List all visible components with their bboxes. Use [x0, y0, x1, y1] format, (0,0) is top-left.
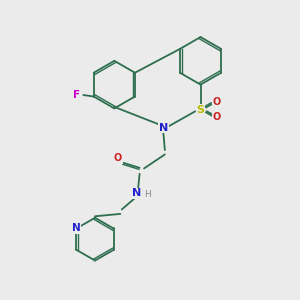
Text: N: N [72, 224, 81, 233]
Text: H: H [144, 190, 150, 199]
Text: N: N [159, 123, 168, 133]
Text: N: N [132, 188, 141, 198]
Text: O: O [114, 153, 122, 163]
Text: O: O [213, 112, 221, 122]
Text: F: F [73, 90, 80, 100]
Text: S: S [196, 105, 205, 115]
Text: O: O [213, 98, 221, 107]
